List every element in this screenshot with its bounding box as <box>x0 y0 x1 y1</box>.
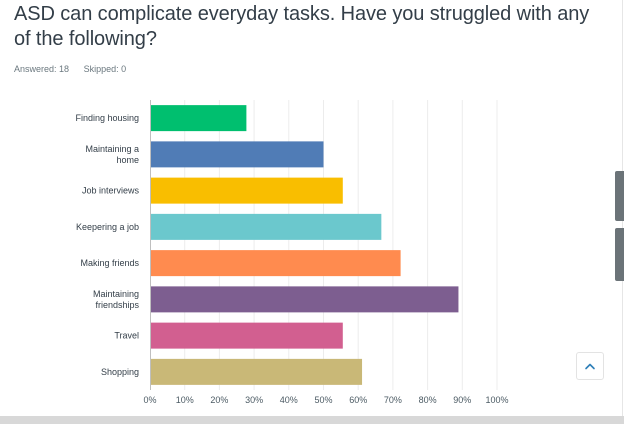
x-tick-label: 100% <box>485 395 508 405</box>
category-label: Finding housing <box>75 113 139 123</box>
category-label: Job interviews <box>82 186 140 196</box>
question-title: ASD can complicate everyday tasks. Have … <box>14 3 590 50</box>
skipped-count: Skipped: 0 <box>83 64 127 74</box>
x-tick-label: 90% <box>453 395 471 405</box>
side-tab-lower[interactable] <box>615 228 624 281</box>
category-label: Maintaining a home <box>85 144 139 165</box>
category-label-line: friendships <box>95 300 139 310</box>
category-label-line: Job interviews <box>82 186 140 196</box>
bar-3 <box>151 177 343 204</box>
bar-chart: 0% 10% 20% 30% 40% 50% 60% 70% 80% 90% 100% Finding… <box>75 100 509 405</box>
x-tick-label: 60% <box>349 395 367 405</box>
bar-5 <box>151 250 401 277</box>
scroll-to-top-button[interactable] <box>576 352 604 380</box>
bar-7 <box>151 322 343 349</box>
x-tick-label: 40% <box>280 395 298 405</box>
bar-6 <box>151 286 459 313</box>
category-label: Maintaining friendships <box>93 289 140 310</box>
question-card: ASD can complicate everyday tasks. Have … <box>14 0 623 416</box>
category-label: Making friends <box>80 258 139 268</box>
category-label: Travel <box>114 331 139 341</box>
x-tick-label: 10% <box>176 395 194 405</box>
bottom-scrollbar[interactable] <box>0 416 624 424</box>
category-label: Shopping <box>101 367 139 377</box>
category-label-line: Travel <box>114 331 139 341</box>
x-tick-label: 30% <box>245 395 263 405</box>
answered-count: Answered: 18 <box>14 64 70 74</box>
bar-8 <box>151 358 363 385</box>
category-label-line: Finding housing <box>75 113 139 123</box>
side-tab-upper[interactable] <box>615 171 624 221</box>
chevron-up-icon <box>585 363 595 370</box>
bar-4 <box>151 213 382 240</box>
x-tick-label: 70% <box>384 395 402 405</box>
bar-2 <box>151 141 324 168</box>
category-label-line: Making friends <box>80 258 139 268</box>
category-label-line: Keepering a job <box>76 222 139 232</box>
bar-1 <box>151 105 247 132</box>
category-label-line: Maintaining a <box>85 144 139 154</box>
x-tick-label: 0% <box>143 395 156 405</box>
category-label-line: Maintaining <box>93 289 139 299</box>
category-label-line: Shopping <box>101 367 139 377</box>
category-label: Keepering a job <box>76 222 139 232</box>
x-tick-label: 80% <box>419 395 437 405</box>
x-tick-label: 50% <box>314 395 332 405</box>
category-label-line: home <box>116 155 139 165</box>
response-stats: Answered: 18 Skipped: 0 <box>14 64 126 74</box>
x-tick-label: 20% <box>210 395 228 405</box>
